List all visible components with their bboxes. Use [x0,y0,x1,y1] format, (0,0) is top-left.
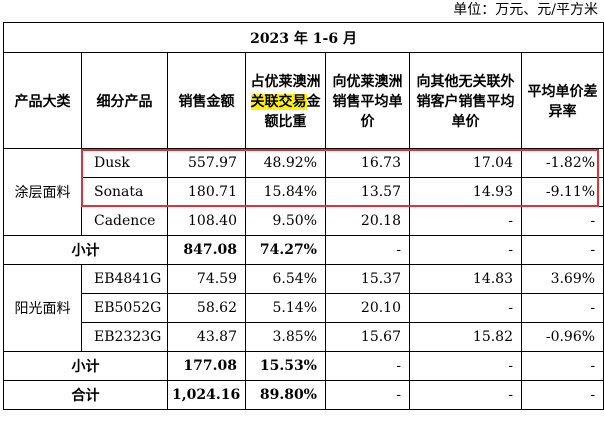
share-cell: 15.84% [245,177,326,207]
table-row: Cadence 108.40 9.50% 20.18 - - [4,206,604,236]
table-row: Sonata 180.71 15.84% 13.57 14.93 -9.11% [4,177,604,207]
subtotal-other: - [409,351,522,381]
period-row: 2023 年 1-6 月 [2,22,604,53]
share-cell: 6.54% [245,264,326,294]
subtotal-sales: 847.08 [167,235,246,265]
diff-cell: - [520,293,604,323]
other-price-cell: 14.83 [409,264,522,294]
related-price-cell: 15.67 [325,322,410,352]
subtotal-sales: 177.08 [167,351,246,381]
subtotal-diff: - [520,351,604,381]
share-cell: 9.50% [245,206,326,236]
other-price-cell: - [409,293,522,323]
subtotal-row: 小计 847.08 74.27% - - - [3,235,604,265]
diff-cell: -9.11% [520,177,604,207]
diff-cell: -1.82% [520,148,604,178]
related-price-cell: 13.57 [325,177,410,207]
other-price-cell: 14.93 [409,177,522,207]
related-price-cell: 15.37 [325,264,410,294]
table-row: 涂层面料 Dusk 557.97 48.92% 16.73 17.04 -1.8… [3,148,604,236]
diff-cell: - [520,206,604,236]
other-price-cell: 15.82 [409,322,522,352]
header-share-highlight: 关联交易 [250,93,307,110]
product-cell: Dusk [81,148,168,178]
unit-label: 单位：万元、元/平方米 [453,2,598,18]
sales-cell: 74.59 [167,264,246,294]
sales-cell: 557.97 [167,148,246,178]
sales-cell: 180.71 [167,177,246,207]
subtotal-share: 15.53% [245,351,326,381]
header-share-pre: 占优莱澳洲 [250,73,321,90]
header-diff-rate: 平均单价差异率 [520,52,604,149]
subtotal-label: 小计 [3,351,168,381]
table-row: 阳光面料 EB4841G 74.59 6.54% 15.37 14.83 3.6… [3,264,604,352]
product-cell: Sonata [81,177,168,207]
header-sales: 销售金额 [167,52,246,149]
subtotal-other: - [409,235,522,265]
total-label: 合计 [3,380,168,410]
total-share: 89.80% [245,380,326,410]
related-price-cell: 20.10 [325,293,410,323]
category-cell: 阳光面料 [3,264,82,352]
total-row: 合计 1,024.16 89.80% - - - [3,380,604,410]
other-price-cell: - [409,206,522,236]
subtotal-share: 74.27% [245,235,326,265]
header-share: 占优莱澳洲关联交易金额比重 [245,52,326,149]
header-related-price: 向优莱澳洲销售平均单价 [325,52,410,149]
diff-cell: 3.69% [520,264,604,294]
header-category: 产品大类 [3,52,82,149]
subtotal-label: 小计 [3,235,168,265]
product-cell: EB5052G [81,293,168,323]
subtotal-related: - [325,235,410,265]
period-header: 2023 年 1-6 月 [2,22,604,53]
product-cell: EB2323G [81,322,168,352]
sales-price-table: 2023 年 1-6 月 产品大类 细分产品 销售金额 占优莱澳洲关联交易金额比… [2,22,604,410]
table-row: EB2323G 43.87 3.85% 15.67 15.82 -0.96% [4,322,604,352]
product-cell: EB4841G [81,264,168,294]
total-diff: - [520,380,604,410]
product-cell: Cadence [81,206,168,236]
diff-cell: -0.96% [520,322,604,352]
share-cell: 48.92% [245,148,326,178]
related-price-cell: 16.73 [325,148,410,178]
header-row: 产品大类 细分产品 销售金额 占优莱澳洲关联交易金额比重 向优莱澳洲销售平均单价… [3,52,604,149]
subtotal-related: - [325,351,410,381]
sales-cell: 43.87 [167,322,246,352]
sales-cell: 108.40 [167,206,246,236]
total-other: - [409,380,522,410]
other-price-cell: 17.04 [409,148,522,178]
related-price-cell: 20.18 [325,206,410,236]
header-share-post: 金额比重 [264,93,321,130]
category-cell: 涂层面料 [3,148,82,236]
header-sub-product: 细分产品 [81,52,168,149]
total-sales: 1,024.16 [167,380,246,410]
share-cell: 5.14% [245,293,326,323]
total-related: - [325,380,410,410]
subtotal-diff: - [520,235,604,265]
share-cell: 3.85% [245,322,326,352]
table-row: EB5052G 58.62 5.14% 20.10 - - [4,293,604,323]
subtotal-row: 小计 177.08 15.53% - - - [3,351,604,381]
sales-cell: 58.62 [167,293,246,323]
header-other-price: 向其他无关联外销客户销售平均单价 [409,52,522,149]
